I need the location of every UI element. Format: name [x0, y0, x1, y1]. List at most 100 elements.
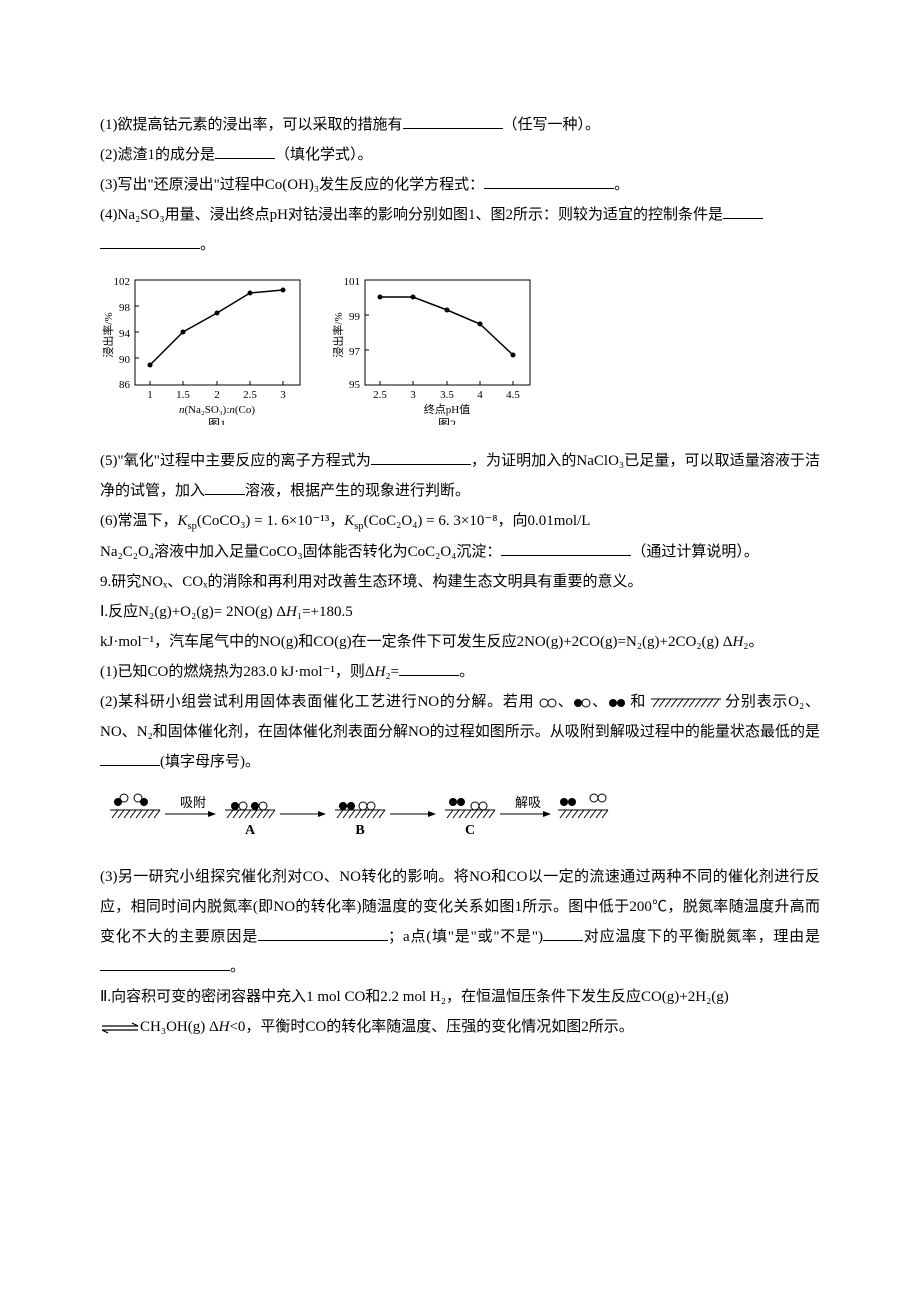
svg-text:99: 99	[349, 311, 361, 323]
question-3: (3)写出"还原浸出"过程中Co(OH)₃发生反应的化学方程式： 。	[100, 170, 820, 200]
q2-suffix: （填化学式）。	[275, 147, 373, 163]
p1q2-text1: (2)某科研小组尝试利用固体表面催化工艺进行NO的分解。若用	[100, 694, 534, 710]
svg-text:B: B	[355, 823, 364, 838]
svg-text:3.5: 3.5	[440, 389, 454, 401]
question-9: 9.研究NOₓ、COₓ的消除和再利用对改善生态环境、构建生态文明具有重要的意义。	[100, 567, 820, 597]
svg-text:3: 3	[410, 389, 416, 401]
o2-icon	[539, 697, 557, 709]
q6-text3: （通过计算说明）。	[631, 544, 759, 560]
blank	[215, 144, 275, 159]
p1q1-h: H	[375, 664, 386, 680]
svg-text:C: C	[465, 823, 475, 838]
blank	[501, 541, 631, 556]
chart-1-svg: 102 98 94 90 86 1 1.5 2 2.5 3	[100, 270, 310, 425]
question-4-cont: 。	[100, 230, 820, 260]
svg-text:浸出率/%: 浸出率/%	[101, 312, 115, 357]
q9-intro: 9.研究NOₓ、COₓ的消除和再利用对改善生态环境、构建生态文明具有重要的意义。	[100, 574, 642, 590]
p1q1-text2: 。	[459, 664, 474, 680]
question-2: (2)滤渣1的成分是 （填化学式）。	[100, 140, 820, 170]
svg-text:2.5: 2.5	[243, 389, 257, 401]
q3-text: (3)写出"还原浸出"过程中Co(OH)₃发生反应的化学方程式：	[100, 177, 484, 193]
question-6-cont: Na₂C₂O₄溶液中加入足量CoCO₃固体能否转化为CoC₂O₄沉淀： （通过计算…	[100, 537, 820, 567]
p1q3-text2: ；a点(填"是"或"不是")	[388, 929, 543, 945]
svg-text:98: 98	[119, 302, 131, 314]
blank	[399, 661, 459, 676]
svg-text:101: 101	[344, 276, 361, 288]
part1-q1: (1)已知CO的燃烧热为283.0 kJ·mol⁻¹，则ΔH₂= 。	[100, 657, 820, 687]
q3-suffix: 。	[614, 177, 629, 193]
p1q1-text1: (1)已知CO的燃烧热为283.0 kJ·mol⁻¹，则Δ	[100, 664, 375, 680]
chart-2: 101 99 97 95 2.5 3 3.5 4 4.5	[330, 270, 540, 436]
blank	[100, 751, 160, 766]
p1-title: Ⅰ.反应N₂(g)+O₂(g)= 2NO(g) Δ	[100, 604, 286, 620]
adsorb-label: 吸附	[180, 795, 206, 810]
svg-text:2.5: 2.5	[373, 389, 387, 401]
ksp-val: = 1. 6×10⁻¹³，	[250, 513, 344, 529]
question-6: (6)常温下，Ksp(CoCO₃) = 1. 6×10⁻¹³，Ksp(CoC₂O…	[100, 506, 820, 537]
question-4: (4)Na₂SO₃用量、浸出终点pH对钴浸出率的影响分别如图1、图2所示：则较为…	[100, 200, 820, 230]
svg-text:1: 1	[147, 389, 153, 401]
p2-text2: CH₃OH(g) Δ	[140, 1019, 219, 1035]
part1-q3: (3)另一研究小组探究催化剂对CO、NO转化的影响。将NO和CO以一定的流速通过…	[100, 862, 820, 982]
q5-text1: (5)"氧化"过程中主要反应的离子方程式为	[100, 453, 371, 469]
q1-suffix: （任写一种）。	[503, 117, 601, 133]
q2-text: (2)滤渣1的成分是	[100, 147, 215, 163]
desorb-label: 解吸	[515, 795, 541, 810]
part-2: Ⅱ.向容积可变的密闭容器中充入1 mol CO和2.2 mol H₂，在恒温恒压…	[100, 982, 820, 1012]
svg-text:A: A	[245, 823, 256, 838]
p1-h1sub: ₁=+180.5	[297, 604, 353, 620]
svg-text:97: 97	[349, 346, 361, 358]
part-1-line1: Ⅰ.反应N₂(g)+O₂(g)= 2NO(g) ΔH₁=+180.5	[100, 597, 820, 627]
ksp-val2: = 6. 3×10⁻⁸，向0.01mol/L	[422, 513, 590, 529]
svg-text:浸出率/%: 浸出率/%	[331, 312, 345, 357]
p1q3-text4: 。	[230, 959, 245, 975]
ksp-k2: K	[344, 513, 354, 529]
part-1-line2: kJ·mol⁻¹，汽车尾气中的NO(g)和CO(g)在一定条件下可发生反应2NO…	[100, 627, 820, 657]
blank	[205, 480, 245, 495]
blank	[723, 204, 763, 219]
svg-text:n(Na₂SO₃):n(Co): n(Na₂SO₃):n(Co)	[179, 404, 255, 416]
svg-text:1.5: 1.5	[176, 389, 190, 401]
blank	[100, 956, 230, 971]
svg-text:图1: 图1	[208, 417, 226, 425]
q1-text: (1)欲提高钴元素的浸出率，可以采取的措施有	[100, 117, 403, 133]
svg-text:95: 95	[349, 379, 361, 391]
p1-h1: H	[286, 604, 297, 620]
charts-row: 102 98 94 90 86 1 1.5 2 2.5 3	[100, 270, 820, 436]
p1-h2: H	[732, 634, 743, 650]
blank	[484, 174, 614, 189]
svg-text:86: 86	[119, 379, 131, 391]
svg-text:90: 90	[119, 354, 131, 366]
p1q2-and: 和	[630, 694, 650, 710]
ksp-paren: (CoCO₃)	[197, 513, 251, 529]
ksp-sub2: sp	[354, 521, 363, 532]
p2-h: H	[219, 1019, 230, 1035]
catalysis-diagram: 吸附 A B C 解吸	[100, 792, 820, 847]
svg-text:3: 3	[280, 389, 286, 401]
svg-text:图2: 图2	[438, 417, 456, 425]
ksp-sub: sp	[188, 521, 197, 532]
no-icon	[573, 697, 591, 709]
blank	[403, 114, 503, 129]
svg-text:94: 94	[119, 328, 131, 340]
question-1: (1)欲提高钴元素的浸出率，可以采取的措施有 （任写一种）。	[100, 110, 820, 140]
blank	[371, 450, 471, 465]
p1q3-text3: 对应温度下的平衡脱氮率，理由是	[583, 929, 820, 945]
question-5: (5)"氧化"过程中主要反应的离子方程式为，为证明加入的NaClO₃已足量，可以…	[100, 446, 820, 506]
diagram-svg: 吸附 A B C 解吸	[100, 792, 620, 847]
chart-1: 102 98 94 90 86 1 1.5 2 2.5 3	[100, 270, 310, 436]
q4-suffix: 。	[200, 237, 215, 253]
p1-line2: kJ·mol⁻¹，汽车尾气中的NO(g)和CO(g)在一定条件下可发生反应2NO…	[100, 634, 732, 650]
part-2-cont: CH₃OH(g) ΔH<0，平衡时CO的转化率随温度、压强的变化情况如图2所示。	[100, 1012, 820, 1042]
n2-icon	[608, 697, 626, 709]
ksp-k: K	[178, 513, 188, 529]
blank	[543, 926, 583, 941]
p1q2-text3: (填字母序号)。	[160, 754, 260, 770]
q4-text: (4)Na₂SO₃用量、浸出终点pH对钴浸出率的影响分别如图1、图2所示：则较为…	[100, 207, 723, 223]
q6-text2: Na₂C₂O₄溶液中加入足量CoCO₃固体能否转化为CoC₂O₄沉淀：	[100, 544, 501, 560]
ksp-paren2: (CoC₂O₄)	[364, 513, 423, 529]
blank	[258, 926, 388, 941]
p1q1-hsub: ₂=	[385, 664, 399, 680]
chart-2-svg: 101 99 97 95 2.5 3 3.5 4 4.5	[330, 270, 540, 425]
svg-text:102: 102	[114, 276, 131, 288]
